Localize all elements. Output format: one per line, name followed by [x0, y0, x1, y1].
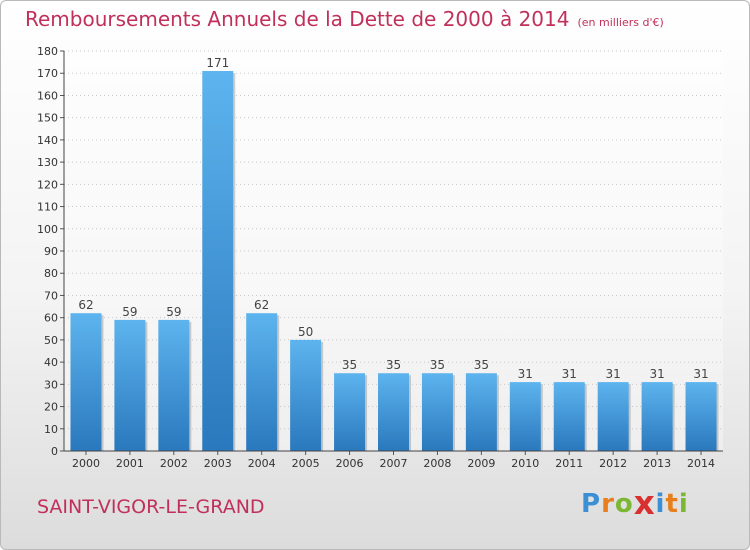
logo-letter: r — [601, 489, 615, 519]
bar-2006 — [334, 373, 366, 451]
bar-2001 — [114, 319, 146, 451]
y-tick-label: 50 — [44, 334, 58, 347]
logo-letter: x — [633, 485, 656, 523]
y-tick-label: 100 — [37, 223, 58, 236]
y-tick-label: 0 — [51, 445, 58, 458]
bar-chart: 62 59 59 171 62 50 35 35 35 35 31 31 31 31 31 0 10 20 30 4… — [37, 45, 723, 470]
bar-value-label: 171 — [206, 56, 229, 70]
y-tick-label: 180 — [37, 45, 58, 58]
bar-value-label: 62 — [254, 298, 269, 312]
bar-2008 — [421, 373, 453, 451]
bar-value-label: 31 — [562, 367, 577, 381]
y-tick-label: 80 — [44, 267, 58, 280]
x-tick-label: 2006 — [336, 457, 364, 470]
x-tick-label: 2004 — [248, 457, 276, 470]
bar-2007 — [378, 373, 409, 451]
x-tick-label: 2003 — [204, 457, 232, 470]
logo-letter: t — [665, 489, 679, 519]
x-tick-label: 2007 — [380, 457, 408, 470]
bars — [70, 71, 719, 451]
x-tick-label: 2012 — [599, 457, 627, 470]
proxiti-logo: Proxiti — [581, 485, 689, 523]
bar-value-label: 35 — [386, 358, 401, 372]
y-tick-label: 40 — [44, 356, 58, 369]
bar-value-label: 31 — [693, 367, 708, 381]
bar-value-label: 59 — [122, 305, 137, 319]
bar-2009 — [465, 373, 497, 451]
x-tick-label: 2013 — [643, 457, 671, 470]
bar-2000 — [70, 313, 102, 451]
bar-value-label: 50 — [298, 325, 313, 339]
y-tick-label: 150 — [37, 112, 58, 125]
bar-value-label: 31 — [518, 367, 533, 381]
chart-title: Remboursements Annuels de la Dette de 20… — [25, 7, 664, 31]
bar-value-label: 31 — [606, 367, 621, 381]
x-tick-label: 2002 — [160, 457, 188, 470]
y-tick-label: 160 — [37, 89, 58, 102]
bar-2003 — [202, 71, 234, 451]
logo-letter: i — [655, 489, 666, 519]
bar-value-label: 62 — [78, 298, 93, 312]
data-labels: 62 59 59 171 62 50 35 35 35 35 31 31 31 31 31 — [78, 56, 708, 381]
chart-title-text: Remboursements Annuels de la Dette de 20… — [25, 7, 570, 31]
y-tick-label: 170 — [37, 67, 58, 80]
x-tick-label: 2010 — [511, 457, 539, 470]
bar-value-label: 35 — [342, 358, 357, 372]
y-tick-label: 110 — [37, 201, 58, 214]
bar-2005 — [290, 339, 322, 451]
logo-letter: o — [614, 489, 634, 519]
bar-2002 — [158, 319, 190, 451]
y-tick-label: 10 — [44, 423, 58, 436]
y-tick-label: 140 — [37, 134, 58, 147]
x-tick-label: 2001 — [116, 457, 144, 470]
commune-name: SAINT-VIGOR-LE-GRAND — [37, 496, 265, 518]
x-tick-label: 2008 — [423, 457, 451, 470]
logo-letter: i — [678, 489, 689, 519]
x-tick-label: 2005 — [292, 457, 320, 470]
y-tick-label: 70 — [44, 289, 58, 302]
logo-letter: P — [581, 489, 602, 519]
y-tick-label: 120 — [37, 178, 58, 191]
bar-2013 — [641, 382, 673, 451]
bar-value-label: 59 — [166, 305, 181, 319]
y-tick-label: 130 — [37, 156, 58, 169]
chart-subtitle: (en milliers d'€) — [577, 16, 664, 29]
x-tick-label: 2011 — [555, 457, 583, 470]
y-tick-label: 30 — [44, 378, 58, 391]
y-tick-label: 60 — [44, 312, 58, 325]
bar-value-label: 35 — [474, 358, 489, 372]
x-tick-label: 2009 — [467, 457, 495, 470]
bar-value-label: 35 — [430, 358, 445, 372]
bar-2014 — [685, 382, 717, 451]
bar-value-label: 31 — [649, 367, 664, 381]
x-tick-label: 2014 — [687, 457, 715, 470]
y-tick-label: 20 — [44, 401, 58, 414]
axes: 0 10 20 30 40 50 60 70 80 90 100 110 120 130 140 150 160… — [37, 45, 723, 470]
bar-2011 — [553, 382, 585, 451]
bar-2004 — [246, 313, 278, 451]
bar-2012 — [597, 382, 629, 451]
bar-2010 — [509, 382, 541, 451]
y-tick-label: 90 — [44, 245, 58, 258]
x-tick-label: 2000 — [72, 457, 100, 470]
